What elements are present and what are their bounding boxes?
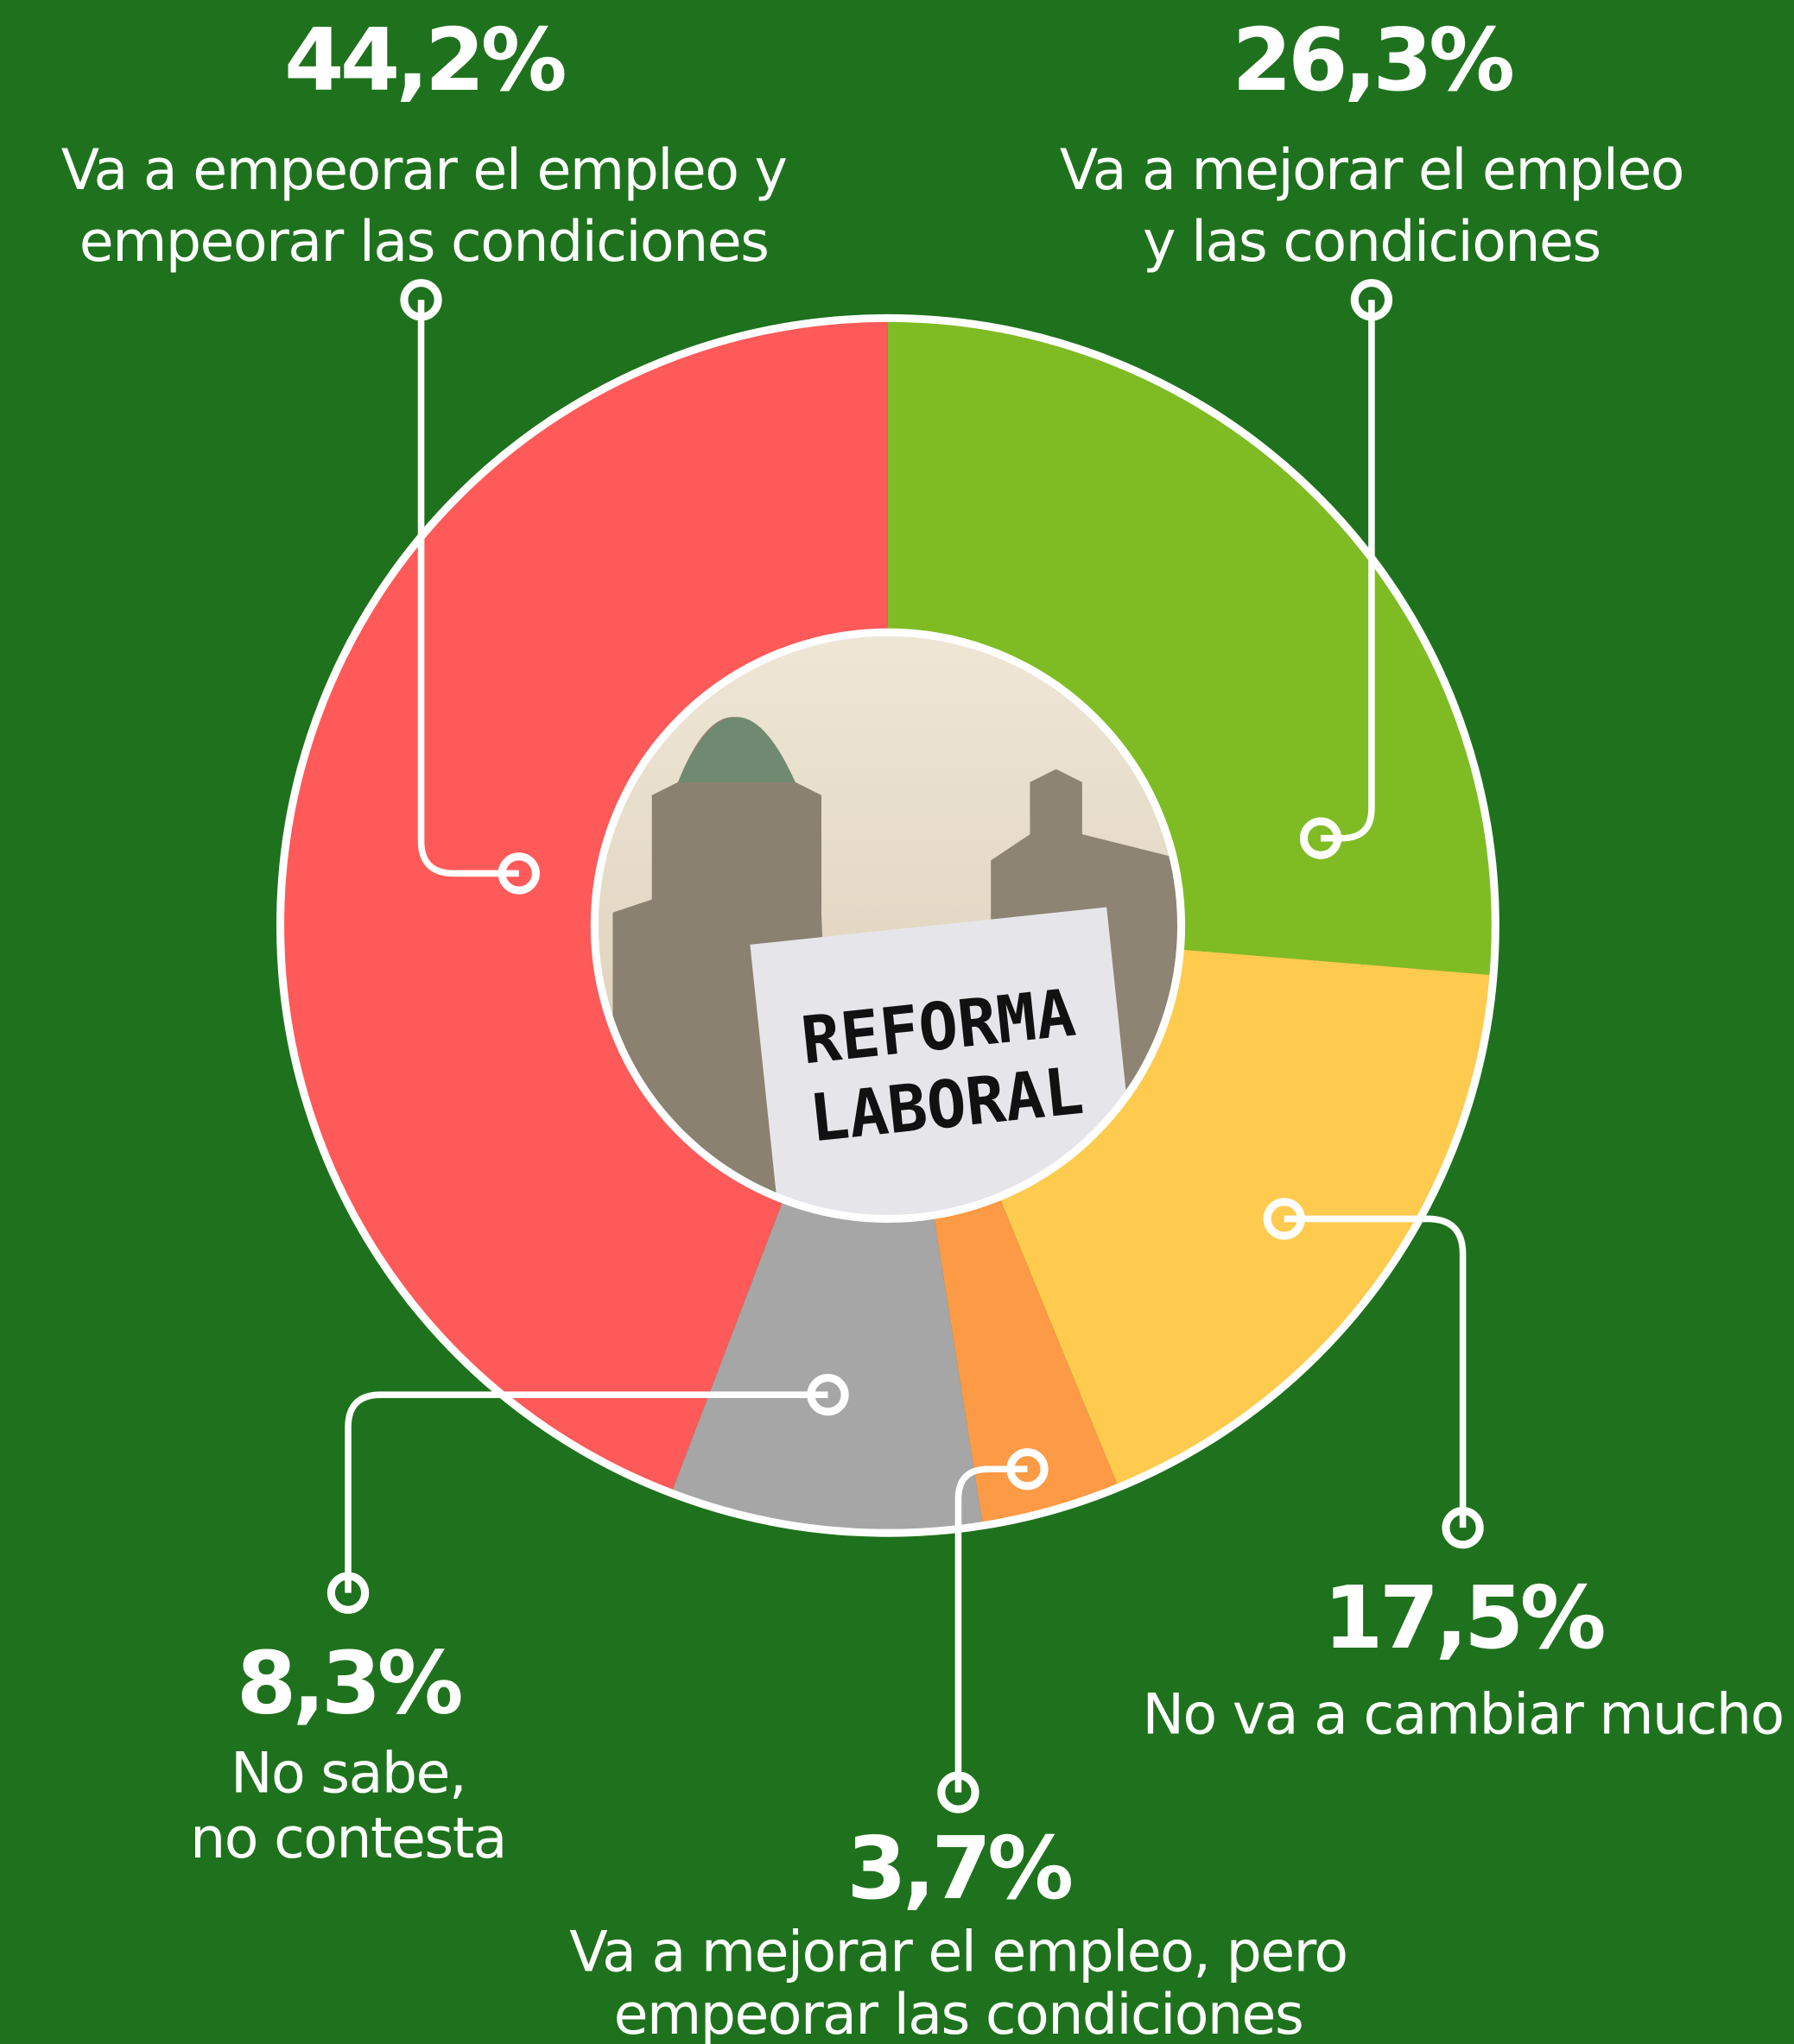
category-label: Va a mejorar el empleo, pero <box>569 1920 1347 1984</box>
category-label: No sabe, <box>231 1742 466 1807</box>
category-label: No va a cambiar mucho <box>1143 1683 1784 1748</box>
page: {"chart_data": {"type": "pie", "donut": … <box>0 0 1794 2044</box>
value-label: 8,3% <box>237 1635 461 1734</box>
value-label: 44,2% <box>284 11 565 111</box>
chart: REFORMA LABORAL 26,3%Va a mejorar el emp… <box>0 0 1794 2044</box>
category-label: no contesta <box>190 1807 506 1871</box>
category-label: Va a empeorar el empleo y <box>61 138 787 203</box>
category-label: Va a mejorar el empleo <box>1060 138 1683 203</box>
value-label: 26,3% <box>1232 11 1512 111</box>
value-label: 17,5% <box>1323 1569 1604 1668</box>
category-label: empeorar las condiciones <box>614 1983 1303 2044</box>
value-label: 3,7% <box>846 1819 1071 1919</box>
category-label: y las condiciones <box>1143 210 1601 275</box>
category-label: empeorar las condiciones <box>79 210 769 275</box>
